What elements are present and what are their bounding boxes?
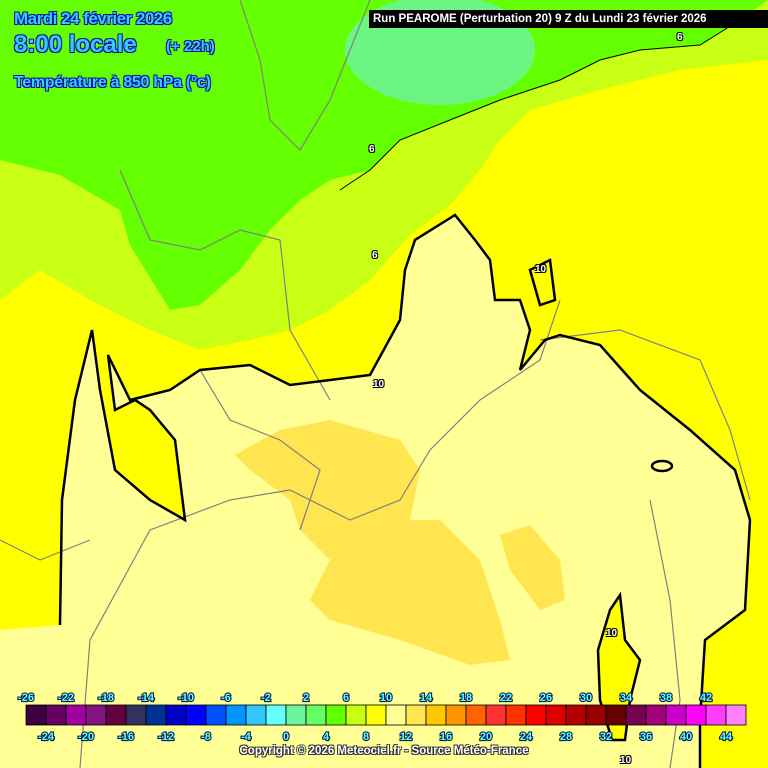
contour-label: 6: [677, 32, 683, 43]
orange-zone-east: [500, 525, 565, 610]
borders: [0, 0, 751, 768]
isotherm-6: [339, 19, 741, 191]
orange-zone: [235, 420, 510, 665]
forecast-date: Mardi 24 février 2026: [14, 9, 172, 28]
forecast-lead-time: (+ 22h): [166, 38, 215, 55]
isotherm-10: [58, 213, 752, 768]
green-zone: [0, 0, 768, 310]
contour-label: 10: [535, 264, 547, 275]
parameter-title: Température à 850 hPa (°c): [14, 74, 211, 91]
copyright: Copyright © 2026 Meteociel.fr - Source M…: [239, 745, 529, 757]
run-info: Run PEAROME (Perturbation 20) 9 Z du Lun…: [369, 10, 768, 28]
contour-label: 10: [373, 379, 385, 390]
contour-label: 10: [620, 755, 632, 766]
forecast-time: 8:00 locale: [14, 31, 137, 58]
contour-label: 10: [606, 628, 618, 639]
contour-label: 6: [369, 144, 375, 155]
contour-label: 6: [372, 250, 378, 261]
